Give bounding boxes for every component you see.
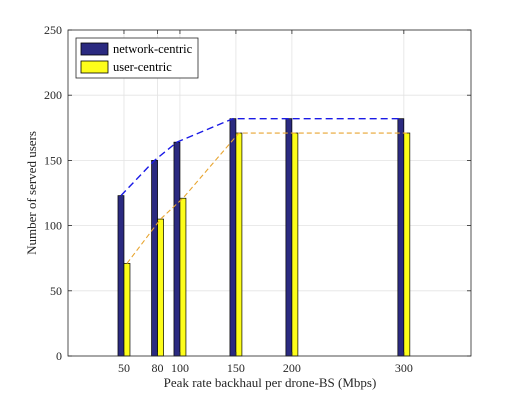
- x-tick-label: 150: [227, 361, 245, 375]
- x-tick-label: 80: [152, 361, 164, 375]
- bar-user-centric-300: [403, 132, 411, 357]
- legend-label-network-centric: network-centric: [113, 42, 193, 56]
- bar-network-centric-150: [229, 118, 237, 357]
- bar-user-centric-80: [157, 218, 164, 357]
- y-tick-label: 100: [44, 219, 62, 233]
- trend-line-user-centric: [126, 132, 407, 264]
- bars: [117, 118, 411, 357]
- bar-user-centric-50: [123, 263, 131, 357]
- legend: network-centric user-centric: [75, 37, 199, 79]
- x-tick-label: 300: [395, 361, 413, 375]
- y-tick-label: 250: [44, 23, 62, 37]
- bar-network-centric-80: [151, 160, 158, 357]
- bar-user-centric-200: [291, 132, 299, 357]
- x-tick-label: 50: [118, 361, 130, 375]
- x-axis-title: Peak rate backhaul per drone-BS (Mbps): [164, 375, 377, 390]
- axis-ticks: 0 50 100 150 200 250 50 80 100 150 200 300: [44, 23, 471, 375]
- y-tick-label: 0: [56, 349, 62, 363]
- y-tick-label: 200: [44, 88, 62, 102]
- bar-network-centric-50: [117, 195, 125, 357]
- bar-network-centric-100: [173, 141, 181, 357]
- plot-frame: [67, 29, 472, 357]
- bar-network-centric-300: [397, 118, 405, 357]
- bar-network-centric-200: [285, 118, 293, 357]
- trend-lines: [120, 117, 407, 264]
- bar-user-centric-100: [179, 197, 187, 357]
- y-tick-label: 50: [50, 284, 62, 298]
- x-tick-label: 100: [171, 361, 189, 375]
- y-axis-title: Number of served users: [24, 131, 39, 255]
- x-tick-label: 200: [283, 361, 301, 375]
- bar-user-centric-150: [235, 132, 243, 357]
- legend-swatch-user-centric: [80, 60, 109, 74]
- legend-label-user-centric: user-centric: [113, 60, 172, 74]
- y-tick-label: 150: [44, 153, 62, 167]
- trend-line-network-centric: [120, 117, 401, 197]
- legend-swatch-network-centric: [80, 42, 109, 56]
